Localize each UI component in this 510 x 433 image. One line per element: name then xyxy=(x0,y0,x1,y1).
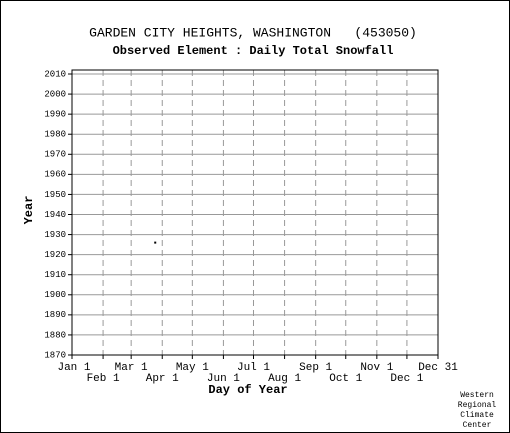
y-tick-label: 1970 xyxy=(44,150,66,160)
y-tick-label: 2000 xyxy=(44,89,66,99)
x-tick-label: Jun 1 xyxy=(207,373,240,385)
y-tick-label: 1980 xyxy=(44,130,66,140)
y-axis-label: Year xyxy=(22,196,36,225)
y-tick-label: 1910 xyxy=(44,270,66,280)
x-tick-label: Dec 1 xyxy=(390,373,423,385)
y-tick-label: 1900 xyxy=(44,290,66,300)
credit: Climate xyxy=(460,411,494,420)
x-tick-label: Apr 1 xyxy=(146,373,179,385)
x-tick-label: Dec 31 xyxy=(418,362,458,374)
x-tick-label: Jan 1 xyxy=(57,362,90,374)
x-tick-label: Sep 1 xyxy=(299,362,332,374)
credit: Center xyxy=(463,421,492,430)
y-tick-label: 1960 xyxy=(44,170,66,180)
y-tick-label: 1930 xyxy=(44,230,66,240)
y-tick-label: 1990 xyxy=(44,110,66,120)
chart-title: GARDEN CITY HEIGHTS, WASHINGTON (453050) xyxy=(89,25,417,40)
y-tick-label: 2010 xyxy=(44,69,66,79)
y-tick-label: 1880 xyxy=(44,330,66,340)
y-tick-label: 1890 xyxy=(44,310,66,320)
point xyxy=(154,241,157,244)
x-axis-label: Day of Year xyxy=(208,383,287,397)
x-tick-label: Aug 1 xyxy=(268,373,301,385)
y-tick-label: 1950 xyxy=(44,190,66,200)
y-tick-label: 1920 xyxy=(44,250,66,260)
x-tick-label: Jul 1 xyxy=(237,362,270,374)
y-tick-label: 1940 xyxy=(44,210,66,220)
x-tick-label: May 1 xyxy=(176,362,209,374)
credit: Western xyxy=(460,391,494,400)
plot-area xyxy=(71,69,439,356)
x-tick-label: Nov 1 xyxy=(360,362,393,374)
x-tick-label: Mar 1 xyxy=(115,362,148,374)
y-tick-label: 1870 xyxy=(44,350,66,360)
credit: Regional xyxy=(458,401,497,410)
chart-subtitle: Observed Element : Daily Total Snowfall xyxy=(113,44,394,58)
x-tick-label: Oct 1 xyxy=(329,373,362,385)
x-tick-label: Feb 1 xyxy=(87,373,120,385)
